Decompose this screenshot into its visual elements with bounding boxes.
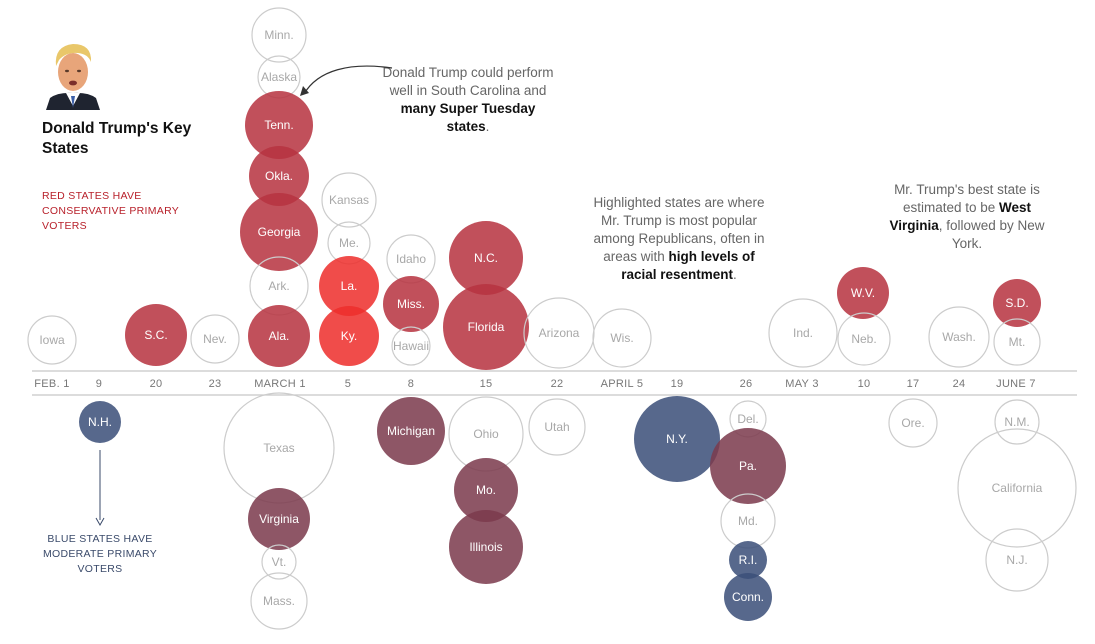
bubble-label-la: La. — [341, 279, 358, 293]
bubble-label-n-m: N.M. — [1004, 415, 1029, 429]
bubble-label-georgia: Georgia — [258, 225, 301, 239]
bubble-label-minn: Minn. — [264, 28, 293, 42]
bubble-label-tenn: Tenn. — [264, 118, 293, 132]
bubble-label-ala: Ala. — [269, 329, 290, 343]
bubble-layer: Iowa N.H. S.C. Nev. Minn. Alaska Tenn. Okla. Geo… — [28, 8, 1076, 629]
date-label-9: 9 — [96, 378, 102, 390]
bubble-label-okla: Okla. — [265, 169, 293, 183]
date-label-8: 8 — [408, 378, 414, 390]
bubble-label-ky: Ky. — [341, 329, 357, 343]
date-label-10: 10 — [858, 378, 871, 390]
annotation-arrow — [304, 66, 392, 94]
bubble-label-illinois: Illinois — [469, 540, 502, 554]
bubble-label-conn: Conn. — [732, 590, 764, 604]
bubble-label-n-y: N.Y. — [666, 432, 688, 446]
bubble-label-del: Del. — [737, 412, 758, 426]
bubble-label-pa: Pa. — [739, 459, 757, 473]
date-label-17: 17 — [907, 378, 920, 390]
bubble-label-vt: Vt. — [272, 555, 287, 569]
date-label-may-3: MAY 3 — [785, 378, 819, 390]
bubble-label-w-v: W.V. — [851, 286, 875, 300]
bubble-label-ore: Ore. — [901, 416, 924, 430]
bubble-label-florida: Florida — [468, 320, 505, 334]
bubble-label-miss: Miss. — [397, 297, 425, 311]
bubble-label-mass: Mass. — [263, 594, 295, 608]
date-label-15: 15 — [480, 378, 493, 390]
date-label-19: 19 — [671, 378, 684, 390]
date-label-22: 22 — [551, 378, 564, 390]
bubble-label-kansas: Kansas — [329, 193, 369, 207]
bubble-label-michigan: Michigan — [387, 424, 435, 438]
bubble-label-n-c: N.C. — [474, 251, 498, 265]
bubble-label-md: Md. — [738, 514, 758, 528]
bubble-label-texas: Texas — [263, 441, 294, 455]
bubble-label-hawaii: Hawaii — [393, 339, 429, 353]
bubble-label-utah: Utah — [544, 420, 569, 434]
bubble-label-idaho: Idaho — [396, 252, 426, 266]
bubble-label-me: Me. — [339, 236, 359, 250]
date-labels: FEB. 1 9 20 23 MARCH 1 5 8 15 22 APRIL 5 19 26 MAY 3… — [34, 378, 1036, 390]
bubble-label-s-d: S.D. — [1005, 296, 1028, 310]
date-label-feb-1: FEB. 1 — [34, 378, 69, 390]
date-label-24: 24 — [953, 378, 966, 390]
date-label-5: 5 — [345, 378, 351, 390]
bubble-label-arizona: Arizona — [539, 326, 580, 340]
bubble-label-alaska: Alaska — [261, 70, 297, 84]
bubble-label-n-h: N.H. — [88, 415, 112, 429]
date-label-march-1: MARCH 1 — [254, 378, 306, 390]
date-label-june-7: JUNE 7 — [996, 378, 1036, 390]
bubble-label-nev: Nev. — [203, 332, 227, 346]
bubble-label-s-c: S.C. — [144, 328, 167, 342]
bubble-label-virginia: Virginia — [259, 512, 299, 526]
bubble-label-california: California — [992, 481, 1043, 495]
date-label-20: 20 — [150, 378, 163, 390]
bubble-label-wis: Wis. — [610, 331, 633, 345]
bubble-label-ohio: Ohio — [473, 427, 499, 441]
bubble-label-iowa: Iowa — [39, 333, 65, 347]
bubble-label-r-i: R.I. — [739, 553, 758, 567]
bubble-label-mo: Mo. — [476, 483, 496, 497]
bubble-label-mt: Mt. — [1009, 335, 1026, 349]
bubble-label-n-j: N.J. — [1006, 553, 1027, 567]
bubble-label-neb: Neb. — [851, 332, 876, 346]
bubble-label-ind: Ind. — [793, 326, 813, 340]
bubble-label-wash: Wash. — [942, 330, 976, 344]
bubble-label-ark: Ark. — [268, 279, 289, 293]
bubble-timeline-chart: Iowa N.H. S.C. Nev. Minn. Alaska Tenn. Okla. Geo… — [0, 0, 1095, 644]
date-label-26: 26 — [740, 378, 753, 390]
date-label-23: 23 — [209, 378, 222, 390]
annotation-arrowhead-icon — [300, 86, 309, 96]
date-label-april-5: APRIL 5 — [601, 378, 644, 390]
